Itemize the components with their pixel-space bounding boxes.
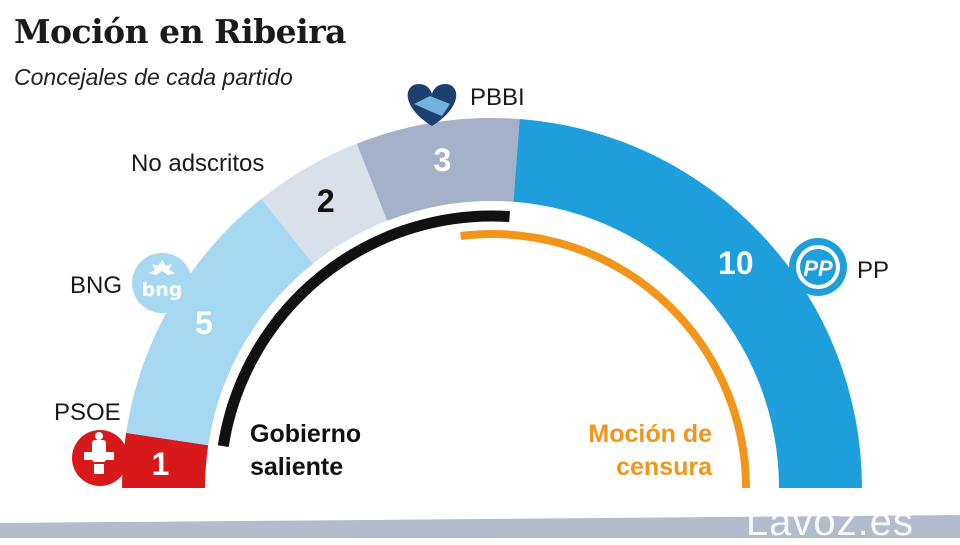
footer-band [0,515,960,538]
party-name-no-adscritos: No adscritos [131,150,264,177]
pbbi-logo-icon [407,84,457,126]
seat-value-pbbi: 3 [434,142,452,178]
segment-no-adscritos [261,143,388,264]
seat-value-bng: 5 [195,305,213,341]
seat-value-psoe: 1 [152,446,170,482]
psoe-logo-icon [72,430,128,486]
coalition-labels: Gobierno saliente Moción de censura [250,420,713,481]
party-name-bng: BNG [70,272,122,299]
segment-psoe [122,432,209,488]
label-mocion-censura-line2: censura [616,453,713,481]
bng-logo-text: bng [142,279,183,301]
party-labels: PSOE BNG No adscritos PBBI PP [54,84,889,426]
seat-value-no-adscritos: 2 [317,183,335,219]
seat-value-labels: 1 5 2 3 10 [152,142,754,482]
seat-segments [122,117,862,488]
arc-gobierno-saliente [217,210,510,447]
watermark-text: Lavoz.es [745,500,914,544]
pp-logo-text: PP [803,256,833,281]
chart-subtitle: Concejales de cada partido [14,64,293,90]
label-mocion-censura-line1: Moción de [588,420,712,448]
label-gobierno-saliente-line2: saliente [250,453,343,481]
chart-title: Moción en Ribeira [14,12,346,51]
pp-logo-icon: PP [789,238,847,296]
party-name-pbbi: PBBI [470,84,525,111]
seat-value-pp: 10 [718,245,754,281]
segment-pbbi [356,117,520,221]
coalition-arcs [217,210,750,489]
segment-bng [126,198,314,446]
party-name-psoe: PSOE [54,399,121,426]
label-gobierno-saliente-line1: Gobierno [250,420,361,448]
bng-logo-icon: bng [132,253,192,313]
segment-pp [513,119,862,488]
party-name-pp: PP [857,257,889,284]
party-logos: bng PP [72,84,847,486]
arc-mocion-censura [460,230,750,489]
